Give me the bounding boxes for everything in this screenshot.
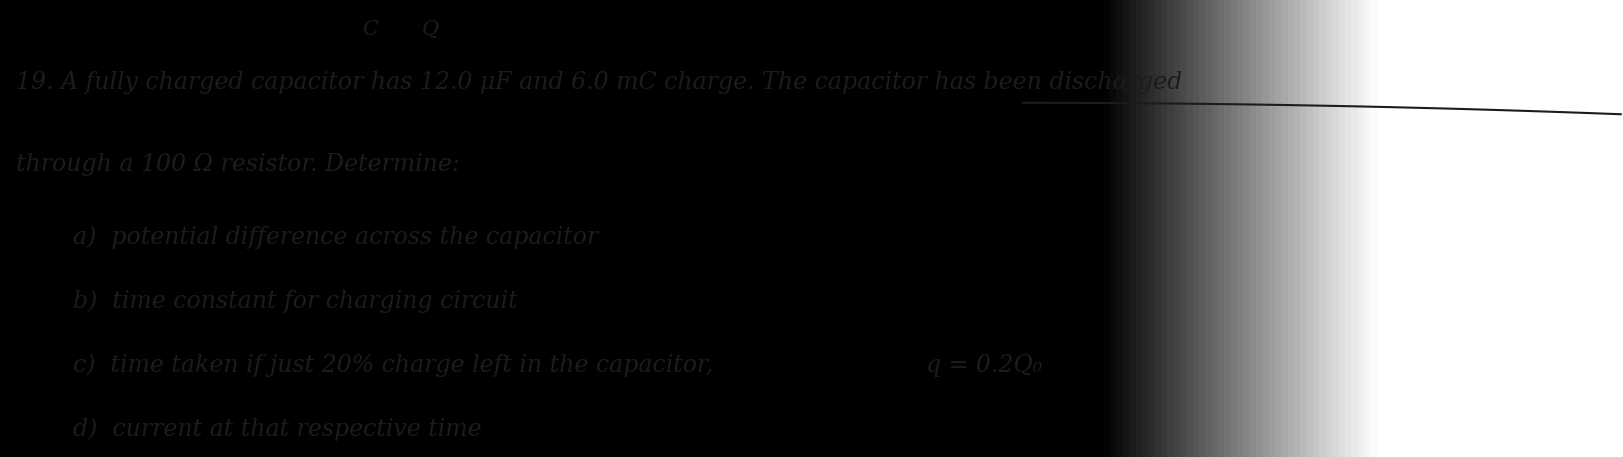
Text: 19. A fully charged capacitor has 12.0 μF and 6.0 mC charge. The capacitor has b: 19. A fully charged capacitor has 12.0 μ… xyxy=(16,71,1182,94)
Text: c)  time taken if just 20% charge left in the capacitor,: c) time taken if just 20% charge left in… xyxy=(73,354,712,377)
Text: C: C xyxy=(362,20,378,39)
Text: d)  current at that respective time: d) current at that respective time xyxy=(73,418,482,441)
Text: through a 100 Ω resistor. Determine:: through a 100 Ω resistor. Determine: xyxy=(16,153,459,176)
Text: b)  time constant for charging circuit: b) time constant for charging circuit xyxy=(73,290,518,314)
Text: a)  potential difference across the capacitor: a) potential difference across the capac… xyxy=(73,226,597,250)
Text: q = 0.2Q₀: q = 0.2Q₀ xyxy=(925,354,1042,377)
Text: Q: Q xyxy=(422,20,438,39)
